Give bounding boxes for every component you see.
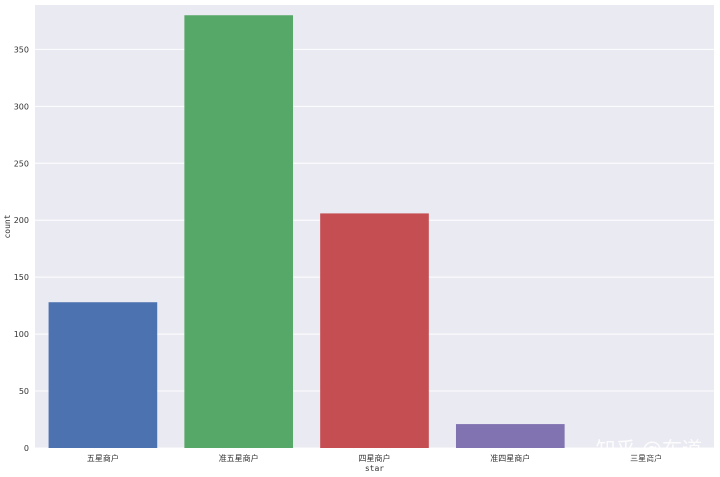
y-tick-label: 200: [14, 216, 29, 225]
y-tick-label: 100: [14, 330, 29, 339]
y-tick-label: 0: [24, 444, 29, 453]
x-axis-label: star: [365, 464, 384, 473]
y-tick-label: 50: [19, 387, 29, 396]
y-tick-label: 250: [14, 159, 29, 168]
bar: [320, 213, 429, 448]
y-tick-label: 300: [14, 102, 29, 111]
bar: [48, 302, 158, 448]
watermark: 知乎 @布道: [596, 437, 702, 461]
bar: [184, 15, 294, 448]
x-tick-label: 三星商户: [630, 453, 662, 463]
bars: [48, 15, 565, 448]
x-tick-label: 四星商户: [359, 453, 391, 463]
y-axis-label: count: [3, 214, 12, 238]
x-tick-label: 准四星商户: [490, 453, 530, 463]
y-tick-label: 150: [14, 273, 29, 282]
x-axis-ticks: 五星商户 准五星商户 四星商户 准四星商户 三星商户: [87, 453, 662, 463]
y-axis-ticks: 0 50 100 150 200 250 300 350: [14, 45, 29, 453]
bar: [455, 424, 565, 448]
y-tick-label: 350: [14, 45, 29, 54]
x-tick-label: 五星商户: [87, 453, 119, 463]
x-tick-label: 准五星商户: [219, 453, 259, 463]
